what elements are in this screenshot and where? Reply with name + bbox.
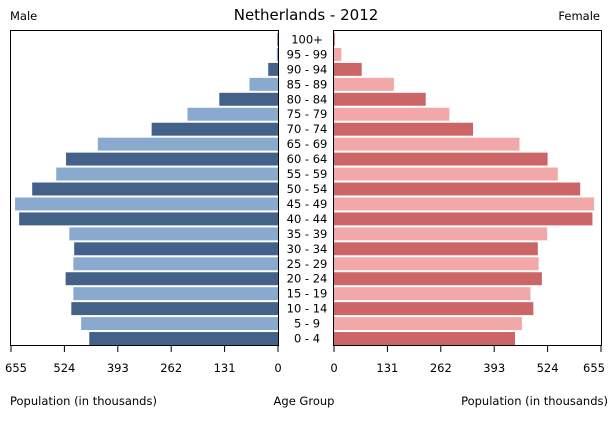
female-bar-65-69: [334, 137, 520, 151]
female-bar-20-24: [334, 272, 542, 286]
male-bar-95-99: [276, 47, 278, 61]
female-bar-100plus: [334, 33, 335, 46]
male-bar-100plus: [277, 33, 278, 46]
female-bar-25-29: [334, 257, 539, 271]
age-label-20-24: 20 - 24: [287, 272, 328, 286]
male-bar-65-69: [97, 137, 278, 151]
age-label-45-49: 45 - 49: [287, 197, 328, 211]
female-bar-80-84: [334, 92, 426, 106]
female-axis-label: Population (in thousands): [461, 394, 608, 408]
age-label-70-74: 70 - 74: [287, 122, 328, 136]
male-bar-30-34: [74, 242, 279, 256]
male-bar-15-19: [73, 287, 278, 301]
male-bars: [15, 33, 279, 345]
male-tick-label: 524: [53, 361, 75, 375]
female-tick-label: 524: [537, 361, 559, 375]
female-bar-60-64: [334, 152, 548, 166]
female-tick-label: 655: [583, 361, 605, 375]
age-label-65-69: 65 - 69: [287, 137, 328, 151]
female-bar-10-14: [334, 302, 534, 316]
male-bar-45-49: [15, 197, 279, 211]
male-plot-frame: [10, 30, 279, 346]
male-bar-0-4: [89, 332, 278, 345]
age-label-95-99: 95 - 99: [287, 47, 328, 61]
female-bar-0-4: [334, 332, 515, 345]
male-tick-label: 131: [214, 361, 236, 375]
age-label-40-44: 40 - 44: [287, 212, 328, 226]
male-axis-ticks: 655 524 393 262 131 0: [5, 346, 282, 375]
female-bar-5-9: [334, 317, 522, 331]
male-tick-label: 0: [274, 361, 281, 375]
female-bar-75-79: [334, 107, 450, 121]
male-bar-80-84: [219, 92, 278, 106]
female-axis-ticks: 0 131 262 393 524 655: [330, 346, 605, 375]
female-bar-85-89: [334, 77, 394, 91]
female-bar-55-59: [334, 167, 558, 181]
age-label-25-29: 25 - 29: [287, 257, 328, 271]
male-bar-5-9: [81, 317, 278, 331]
age-label-85-89: 85 - 89: [287, 77, 328, 91]
male-bar-70-74: [151, 122, 278, 136]
male-bar-60-64: [66, 152, 278, 166]
female-bars: [334, 33, 595, 345]
male-bar-85-89: [249, 77, 278, 91]
female-bar-40-44: [334, 212, 593, 226]
female-tick-label: 393: [483, 361, 505, 375]
male-bar-90-94: [268, 62, 278, 76]
male-bar-10-14: [71, 302, 278, 316]
age-label-15-19: 15 - 19: [287, 287, 328, 301]
female-tick-label: 0: [330, 361, 337, 375]
female-bar-15-19: [334, 287, 531, 301]
male-bar-55-59: [56, 167, 278, 181]
age-label-100plus: 100+: [291, 32, 323, 46]
female-tick-label: 262: [430, 361, 452, 375]
male-bar-40-44: [19, 212, 278, 226]
male-bar-25-29: [73, 257, 278, 271]
female-bar-70-74: [334, 122, 474, 136]
age-label-50-54: 50 - 54: [287, 182, 328, 196]
age-axis-label: Age Group: [274, 394, 335, 408]
male-label: Male: [10, 9, 37, 23]
age-label-90-94: 90 - 94: [287, 62, 328, 76]
age-label-35-39: 35 - 39: [287, 227, 328, 241]
male-tick-label: 655: [5, 361, 27, 375]
male-bar-75-79: [187, 107, 278, 121]
age-label-5-9: 5 - 9: [294, 317, 320, 331]
male-bar-50-54: [32, 182, 278, 196]
male-tick-label: 262: [160, 361, 182, 375]
female-bar-95-99: [334, 47, 342, 61]
age-label-55-59: 55 - 59: [287, 167, 328, 181]
female-bar-50-54: [334, 182, 581, 196]
female-bar-90-94: [334, 62, 362, 76]
female-bar-45-49: [334, 197, 595, 211]
age-label-0-4: 0 - 4: [294, 332, 320, 346]
male-bar-20-24: [65, 272, 279, 286]
chart-title: Netherlands - 2012: [234, 6, 379, 24]
male-tick-label: 393: [107, 361, 129, 375]
age-label-60-64: 60 - 64: [287, 152, 328, 166]
female-bar-35-39: [334, 227, 548, 241]
male-axis-label: Population (in thousands): [10, 394, 157, 408]
male-bar-35-39: [69, 227, 279, 241]
female-label: Female: [558, 9, 600, 23]
age-label-10-14: 10 - 14: [287, 302, 328, 316]
female-plot-frame: [333, 30, 602, 346]
age-label-75-79: 75 - 79: [287, 107, 328, 121]
female-bar-30-34: [334, 242, 538, 256]
age-label-30-34: 30 - 34: [287, 242, 328, 256]
age-label-80-84: 80 - 84: [287, 92, 328, 106]
female-tick-label: 131: [376, 361, 398, 375]
